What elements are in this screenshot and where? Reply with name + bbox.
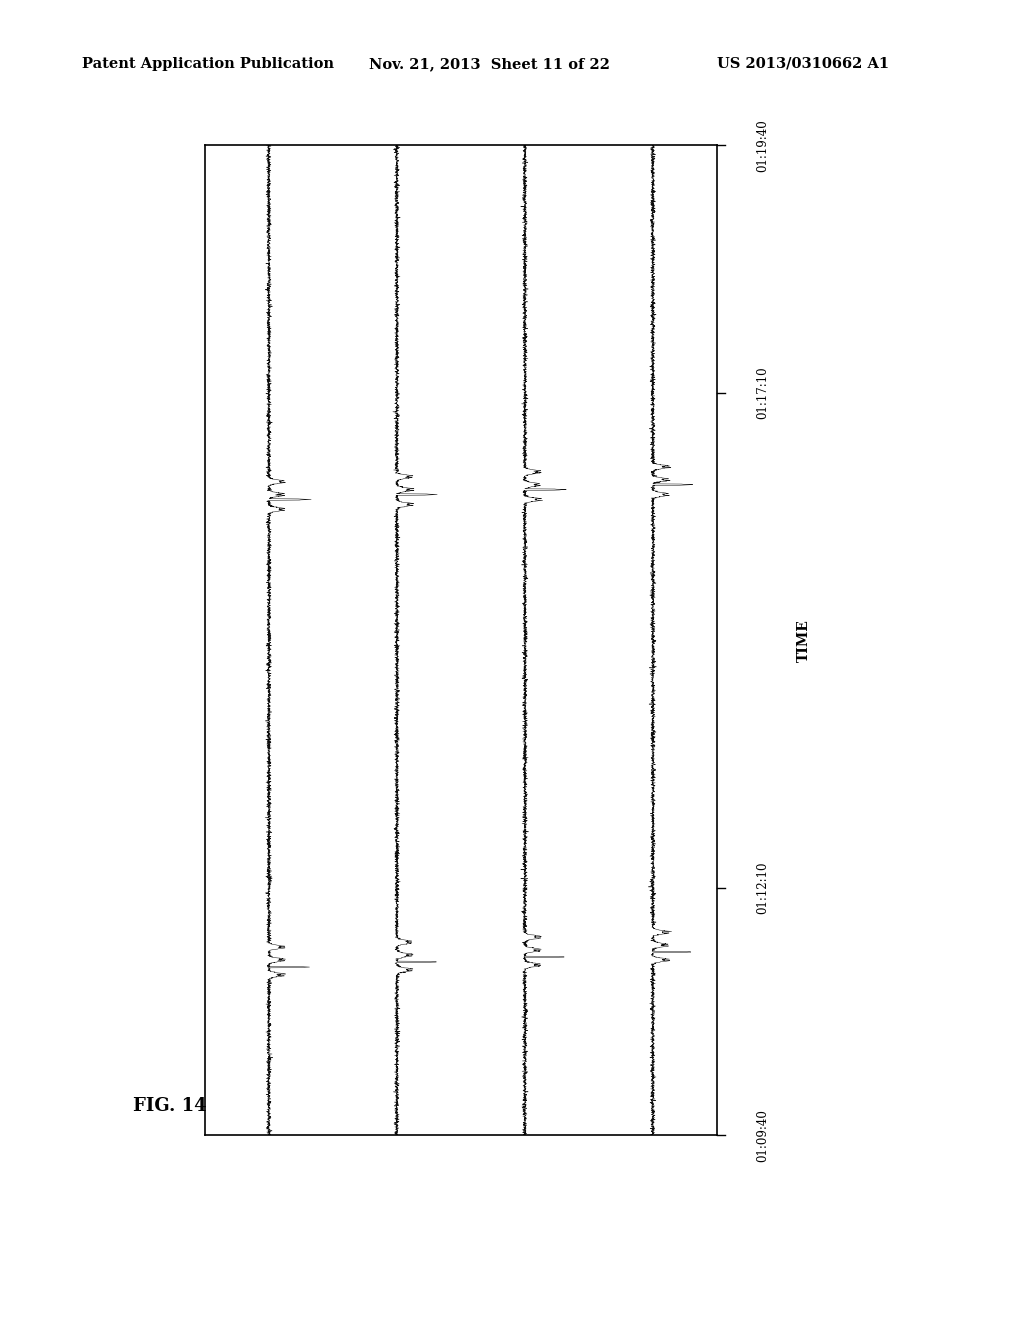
Text: Patent Application Publication: Patent Application Publication <box>82 57 334 71</box>
Text: 01:12:10: 01:12:10 <box>757 862 769 913</box>
Text: US 2013/0310662 A1: US 2013/0310662 A1 <box>717 57 889 71</box>
Text: 01:19:40: 01:19:40 <box>757 119 769 172</box>
Text: FIG. 14: FIG. 14 <box>133 1097 207 1115</box>
Text: Nov. 21, 2013  Sheet 11 of 22: Nov. 21, 2013 Sheet 11 of 22 <box>369 57 609 71</box>
Text: 01:09:40: 01:09:40 <box>757 1109 769 1162</box>
Text: 01:17:10: 01:17:10 <box>757 367 769 418</box>
Text: TIME: TIME <box>797 619 811 661</box>
